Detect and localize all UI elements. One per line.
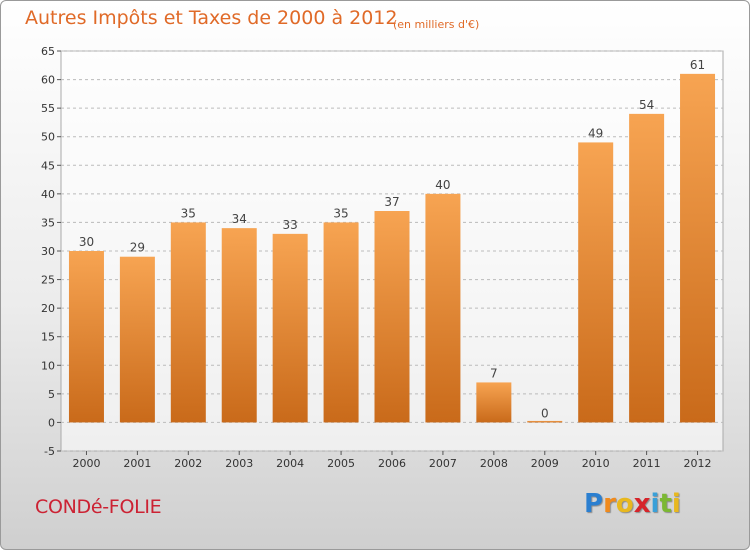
bar-2000 — [68, 251, 104, 423]
x-tick-label: 2000 — [72, 457, 100, 470]
bar-2002 — [170, 222, 206, 423]
bar-2007 — [425, 193, 461, 423]
bar-value-label: 40 — [435, 178, 450, 192]
logo-letter: o — [615, 489, 634, 519]
bar-2008 — [476, 382, 512, 423]
chart-title: Autres Impôts et Taxes de 2000 à 2012 — [25, 7, 398, 29]
logo-letter: P — [584, 489, 604, 519]
bar-2003 — [221, 228, 257, 423]
bar-2005 — [323, 222, 359, 423]
bar-value-label: 35 — [181, 206, 196, 220]
bar-value-label: 0 — [541, 406, 549, 420]
chart-subtitle: (en milliers d'€) — [393, 18, 480, 31]
y-tick-label: 10 — [41, 359, 55, 372]
bar-value-label: 54 — [639, 98, 654, 112]
y-tick-label: 65 — [41, 45, 55, 58]
bar-value-label: 30 — [79, 235, 94, 249]
x-tick-label: 2004 — [276, 457, 304, 470]
y-tick-label: 50 — [41, 131, 55, 144]
logo-letter: t — [659, 489, 672, 519]
y-tick-label: 55 — [41, 102, 55, 115]
proxiti-logo[interactable]: Proxiti — [584, 489, 681, 519]
y-tick-label: 5 — [48, 388, 55, 401]
x-tick-label: 2005 — [327, 457, 355, 470]
bar-value-label: 49 — [588, 126, 603, 140]
logo-letter: i — [671, 489, 681, 519]
logo-letter: r — [603, 489, 616, 519]
x-tick-label: 2012 — [684, 457, 712, 470]
bar-value-label: 29 — [130, 241, 145, 255]
bar-2012 — [680, 73, 716, 423]
x-tick-label: 2009 — [531, 457, 559, 470]
x-tick-label: 2010 — [582, 457, 610, 470]
x-tick-label: 2007 — [429, 457, 457, 470]
bar-value-label: 33 — [283, 218, 298, 232]
y-tick-label: -5 — [44, 445, 55, 458]
bar-2001 — [119, 256, 155, 423]
logo-letter: i — [650, 489, 660, 519]
bar-value-label: 7 — [490, 366, 498, 380]
bar-value-label: 37 — [384, 195, 399, 209]
bar-value-label: 61 — [690, 58, 705, 72]
bar-2010 — [578, 142, 614, 423]
bar-2009 — [527, 420, 563, 423]
y-tick-label: 15 — [41, 331, 55, 344]
x-axis: 2000 2001 2002 2003 2004 2005 2006 2007 2008 2009… — [72, 451, 712, 470]
commune-name: CONDé-FOLIE — [35, 496, 162, 518]
y-tick-label: 45 — [41, 159, 55, 172]
bar-value-label: 34 — [232, 212, 247, 226]
x-tick-label: 2006 — [378, 457, 406, 470]
x-tick-label: 2001 — [123, 457, 151, 470]
y-tick-label: 0 — [48, 416, 55, 429]
bar-value-label: 35 — [333, 206, 348, 220]
bars: 30 29 35 34 33 35 37 40 7 0 49 54 61 — [68, 58, 716, 423]
x-tick-label: 2002 — [174, 457, 202, 470]
y-tick-label: 25 — [41, 274, 55, 287]
x-tick-label: 2008 — [480, 457, 508, 470]
y-tick-label: 40 — [41, 188, 55, 201]
bar-2011 — [629, 113, 665, 423]
y-tick-label: 60 — [41, 74, 55, 87]
bar-2004 — [272, 233, 308, 423]
bar-2006 — [374, 211, 410, 423]
y-tick-label: 20 — [41, 302, 55, 315]
y-tick-label: 30 — [41, 245, 55, 258]
y-axis: -5 0 5 10 15 20 25 30 35 40 45 50 55 60 65 — [41, 45, 61, 458]
x-tick-label: 2011 — [633, 457, 661, 470]
y-tick-label: 35 — [41, 216, 55, 229]
logo-letter: x — [633, 489, 651, 519]
x-tick-label: 2003 — [225, 457, 253, 470]
